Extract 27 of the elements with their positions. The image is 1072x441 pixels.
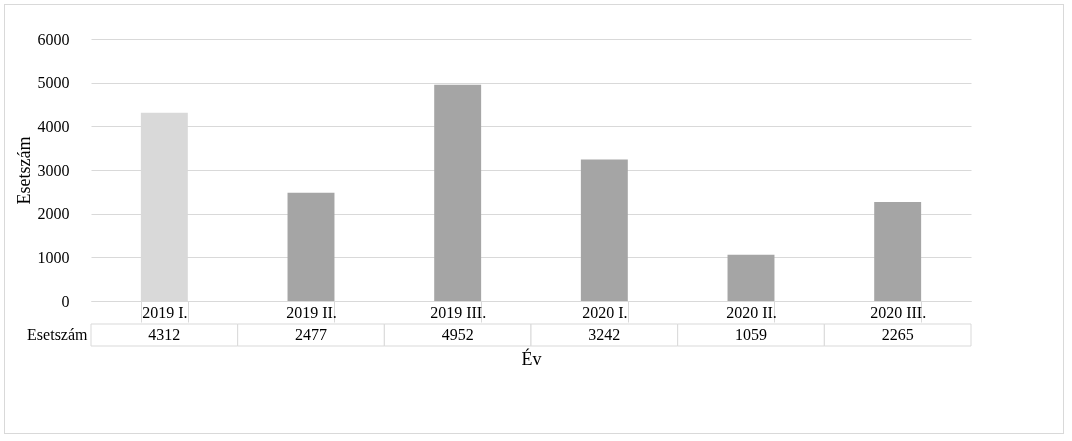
bar <box>434 84 482 301</box>
data-label: 4952 <box>441 326 474 343</box>
y-tick-label: 6000 <box>37 30 70 48</box>
bar <box>287 192 335 301</box>
data-label: 3242 <box>588 326 621 343</box>
y-tick-label: 1000 <box>37 248 70 266</box>
y-tick-label: 0 <box>61 292 70 310</box>
bar <box>580 159 628 301</box>
x-tick-label: 2019 I. <box>142 303 188 321</box>
data-label: 2477 <box>295 326 327 343</box>
y-tick-label: 4000 <box>37 117 70 135</box>
x-axis-title: Év <box>521 347 542 369</box>
y-tick-label: 3000 <box>37 161 70 179</box>
x-tick-label: 2019 III. <box>430 303 487 321</box>
x-tick-label: 2020 II. <box>726 303 777 321</box>
x-tick-label: 2020 III. <box>870 303 927 321</box>
y-tick-label: 5000 <box>37 74 70 92</box>
bar <box>727 254 775 301</box>
bar <box>874 202 922 301</box>
x-tick-label: 2019 II. <box>286 303 337 321</box>
data-label: 1059 <box>735 326 767 343</box>
y-tick-label: 2000 <box>37 205 70 223</box>
text: Esetszám <box>27 326 89 343</box>
data-label: 2265 <box>881 326 914 343</box>
x-tick-label: 2020 I. <box>582 303 628 321</box>
data-label: 4312 <box>148 326 181 343</box>
y-axis-title: Esetszám <box>13 136 34 205</box>
